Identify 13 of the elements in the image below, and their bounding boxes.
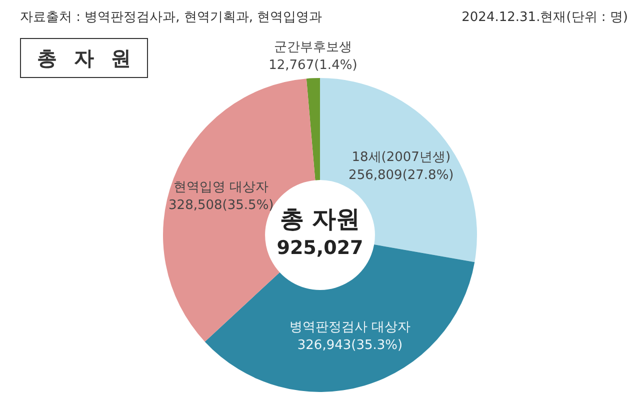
chart-title: 총 자 원 <box>20 38 148 78</box>
slice-label: 현역입영 대상자 <box>174 180 269 196</box>
data-label: 328,508(35.5%) <box>168 198 274 214</box>
data-label: 12,767(1.4%) <box>268 58 358 74</box>
slice-label: 군간부후보생 <box>274 40 352 56</box>
slice-label: 병역판정검사 대상자 <box>289 320 411 336</box>
text: 자료출처 : 병역판정검사과, 현역기획과, 현역입영과 <box>20 9 322 26</box>
text: 총 자원 <box>280 205 360 234</box>
slice-label: 18세(2007년생) <box>352 150 451 166</box>
text: 925,027 <box>276 236 364 259</box>
data-label: 256,809(27.8%) <box>348 168 454 184</box>
data-label: 326,943(35.3%) <box>297 338 403 354</box>
text: 2024.12.31.현재(단위 : 명) <box>462 9 628 26</box>
